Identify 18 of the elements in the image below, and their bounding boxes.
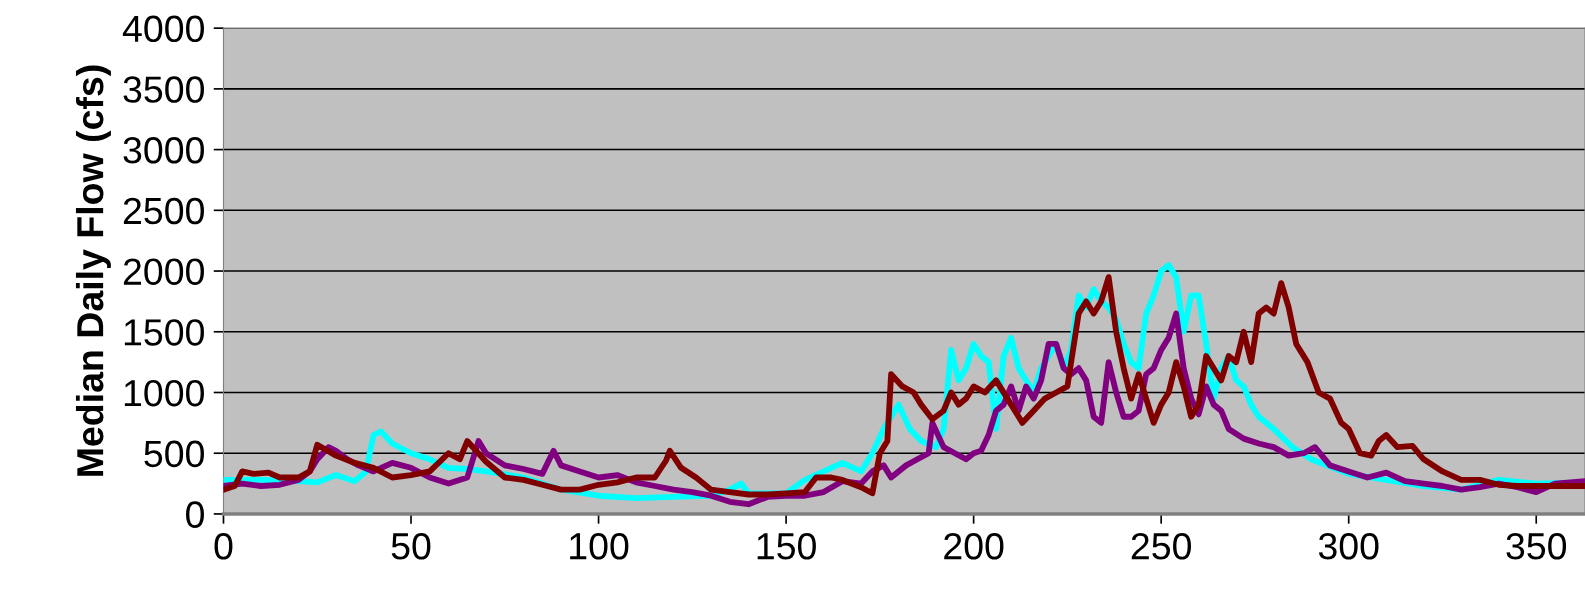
y-tick-label: 1000	[124, 379, 204, 407]
y-tick-label: 4000	[122, 15, 204, 43]
y-tick-label: 3000	[123, 137, 204, 164]
x-tick-label: 150	[757, 532, 816, 560]
x-tick-label: 100	[570, 532, 629, 560]
y-axis-title: Median Daily Flow (cfs)	[75, 65, 111, 476]
y-tick-label: 500	[144, 440, 204, 468]
y-tick-label: 0	[186, 501, 204, 528]
x-tick-label: 300	[1318, 532, 1379, 560]
x-tick-label: 200	[944, 532, 1004, 560]
y-tick-label: 2500	[123, 197, 204, 225]
x-tick-label: 50	[391, 532, 431, 560]
y-tick-label: 3500	[123, 76, 204, 103]
x-tick-label: 350	[1506, 532, 1567, 560]
y-tick-label: 1500	[124, 319, 204, 346]
y-tick-label: 2000	[123, 258, 204, 285]
x-tick-label: 0	[214, 532, 233, 560]
x-tick-label: 250	[1131, 532, 1191, 560]
